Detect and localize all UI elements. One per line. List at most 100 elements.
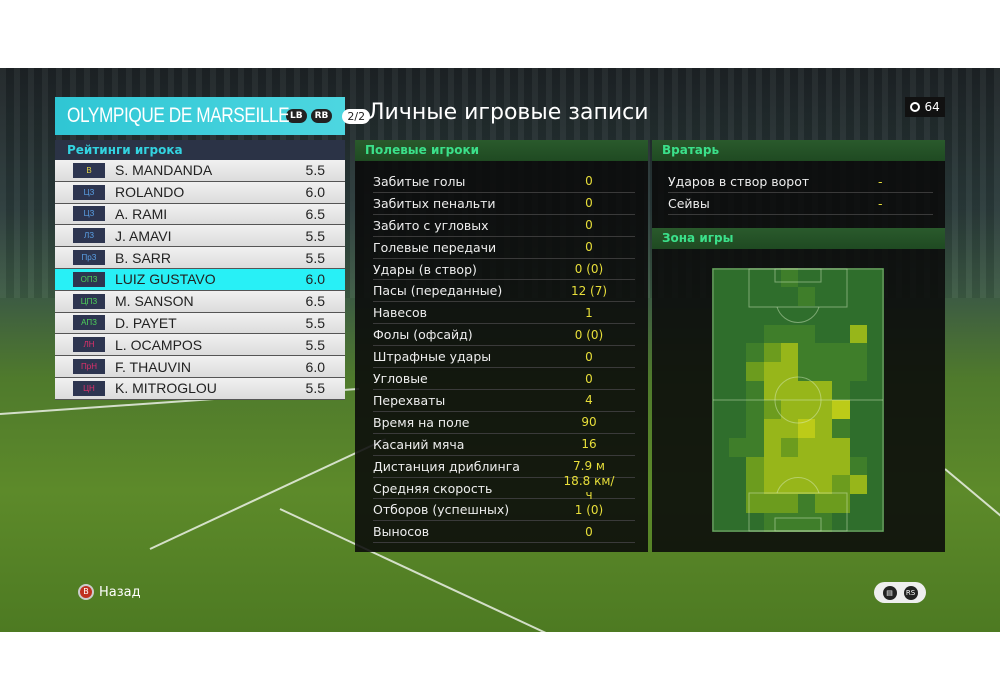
heatmap-cell xyxy=(798,494,816,514)
heatmap-cell xyxy=(712,513,730,532)
heatmap-cell xyxy=(763,286,781,306)
heatmap-cell xyxy=(815,513,833,532)
player-row[interactable]: В S. MANDANDA 5.5 xyxy=(55,160,345,182)
heatmap-cell xyxy=(849,324,867,344)
stat-row: Удары (в створ) 0 (0) xyxy=(373,259,635,281)
player-row[interactable]: ЦН K. MITROGLOU 5.5 xyxy=(55,377,345,400)
heatmap-cell xyxy=(712,305,730,325)
back-button[interactable]: B Назад xyxy=(78,584,141,600)
rb-button[interactable]: RB xyxy=(310,109,333,123)
heatmap-cell xyxy=(746,437,764,457)
heatmap-cell xyxy=(866,513,884,532)
stat-row: Средняя скорость 18.8 км/ч xyxy=(373,474,635,502)
stat-value: 0 xyxy=(585,240,593,255)
player-name: M. SANSON xyxy=(115,293,194,310)
heatmap-cell xyxy=(712,268,730,287)
player-row[interactable]: ЛЗ J. AMAVI 5.5 xyxy=(55,225,345,248)
heatmap-cell xyxy=(866,362,884,382)
player-row[interactable]: ПрЗ B. SARR 5.5 xyxy=(55,247,345,269)
heatmap-cell xyxy=(712,286,730,306)
heatmap-cell xyxy=(729,437,747,457)
player-name: A. RAMI xyxy=(115,205,168,222)
heatmap-cell xyxy=(729,456,747,476)
heatmap-cell xyxy=(763,268,781,287)
heatmap-cell xyxy=(712,381,730,400)
stat-row: Дистанция дриблинга 7.9 м xyxy=(373,456,635,478)
heatmap-cell xyxy=(729,494,747,514)
stat-row: Навесов 1 xyxy=(373,302,635,325)
stat-label: Средняя скорость xyxy=(373,480,493,496)
heatmap-cell xyxy=(712,343,730,363)
player-list: В S. MANDANDA 5.5 ЦЗ ROLANDO 6.0 ЦЗ A. RAMI 6.5 Л… xyxy=(55,160,345,400)
heatmap-cell xyxy=(798,343,816,363)
stat-label: Удары (в створ) xyxy=(373,261,477,277)
heatmap-cell xyxy=(729,418,747,438)
heatmap-cell xyxy=(815,381,833,400)
lb-button[interactable]: LB xyxy=(286,109,307,123)
heatmap-cell xyxy=(780,437,798,457)
stat-row: Забито с угловых 0 xyxy=(373,215,635,237)
heatmap-cell xyxy=(729,324,747,344)
position-badge: В xyxy=(73,162,105,178)
gk-stat-row: Ударов в створ ворот - xyxy=(668,171,933,193)
player-row[interactable]: ЛН L. OCAMPOS 5.5 xyxy=(55,334,345,357)
heatmap-cell xyxy=(866,305,884,325)
heatmap-cell xyxy=(849,456,867,476)
heatmap-cell xyxy=(832,456,850,476)
player-name: LUIZ GUSTAVO xyxy=(115,271,216,288)
heatmap-cell xyxy=(746,456,764,476)
heatmap-cell xyxy=(780,475,798,495)
stat-value: - xyxy=(878,174,883,189)
rs-icon[interactable]: RS xyxy=(903,585,918,600)
stat-label: Штрафные удары xyxy=(373,349,492,365)
player-name: L. OCAMPOS xyxy=(115,336,203,353)
player-row[interactable]: АПЗ D. PAYET 5.5 xyxy=(55,312,345,335)
heatmap-cell xyxy=(746,324,764,344)
heatmap-cell xyxy=(798,381,816,400)
heatmap-cell xyxy=(763,305,781,325)
heatmap-cell xyxy=(798,513,816,532)
heatmap-cell xyxy=(866,268,884,287)
heatmap-cell xyxy=(780,513,798,532)
heatmap-cell xyxy=(780,268,798,287)
stat-label: Сейвы xyxy=(668,196,710,211)
heatmap-cell xyxy=(712,494,730,514)
position-badge: ЛН xyxy=(73,337,105,353)
b-button-icon: B xyxy=(78,584,94,600)
player-name: B. SARR xyxy=(115,249,172,266)
heatmap-cell xyxy=(780,456,798,476)
heatmap-cell xyxy=(780,362,798,382)
chat-icon[interactable]: ▤ xyxy=(882,585,897,600)
heatmap-cell xyxy=(815,456,833,476)
heatmap-cell xyxy=(729,513,747,532)
player-row[interactable]: ЦПЗ M. SANSON 6.5 xyxy=(55,290,345,313)
player-name: S. MANDANDA xyxy=(115,162,213,179)
heatmap-cell xyxy=(729,362,747,382)
position-badge: ЦН xyxy=(73,380,105,396)
stat-label: Голевые передачи xyxy=(373,239,497,255)
heatmap-cell xyxy=(729,475,747,495)
heatmap-cell xyxy=(763,456,781,476)
stat-row: Забитые голы 0 xyxy=(373,171,635,193)
heatmap-cell xyxy=(712,456,730,476)
player-row[interactable]: ЦЗ A. RAMI 6.5 xyxy=(55,203,345,226)
player-row[interactable]: ПрН F. THAUVIN 6.0 xyxy=(55,356,345,378)
ratings-header: Рейтинги игрока xyxy=(55,140,345,160)
player-rating: 6.0 xyxy=(305,358,325,375)
stat-row: Забитых пенальти 0 xyxy=(373,193,635,215)
stat-label: Забитых пенальти xyxy=(373,195,496,211)
player-row[interactable]: ОПЗ LUIZ GUSTAVO 6.0 xyxy=(55,268,345,291)
stat-label: Пасы (переданные) xyxy=(373,283,503,299)
team-name: OLYMPIQUE DE MARSEILLE xyxy=(67,104,290,127)
heatmap-cell xyxy=(849,475,867,495)
position-badge: ЦПЗ xyxy=(73,293,105,309)
stat-row: Перехваты 4 xyxy=(373,390,635,412)
stat-label: Выносов xyxy=(373,524,430,540)
player-row[interactable]: ЦЗ ROLANDO 6.0 xyxy=(55,181,345,204)
heatmap-cell xyxy=(763,381,781,400)
heatmap-cell xyxy=(815,418,833,438)
stat-label: Угловые xyxy=(373,371,428,387)
player-rating: 5.5 xyxy=(305,314,325,331)
player-rating: 5.5 xyxy=(305,227,325,244)
heatmap-cell xyxy=(866,381,884,400)
